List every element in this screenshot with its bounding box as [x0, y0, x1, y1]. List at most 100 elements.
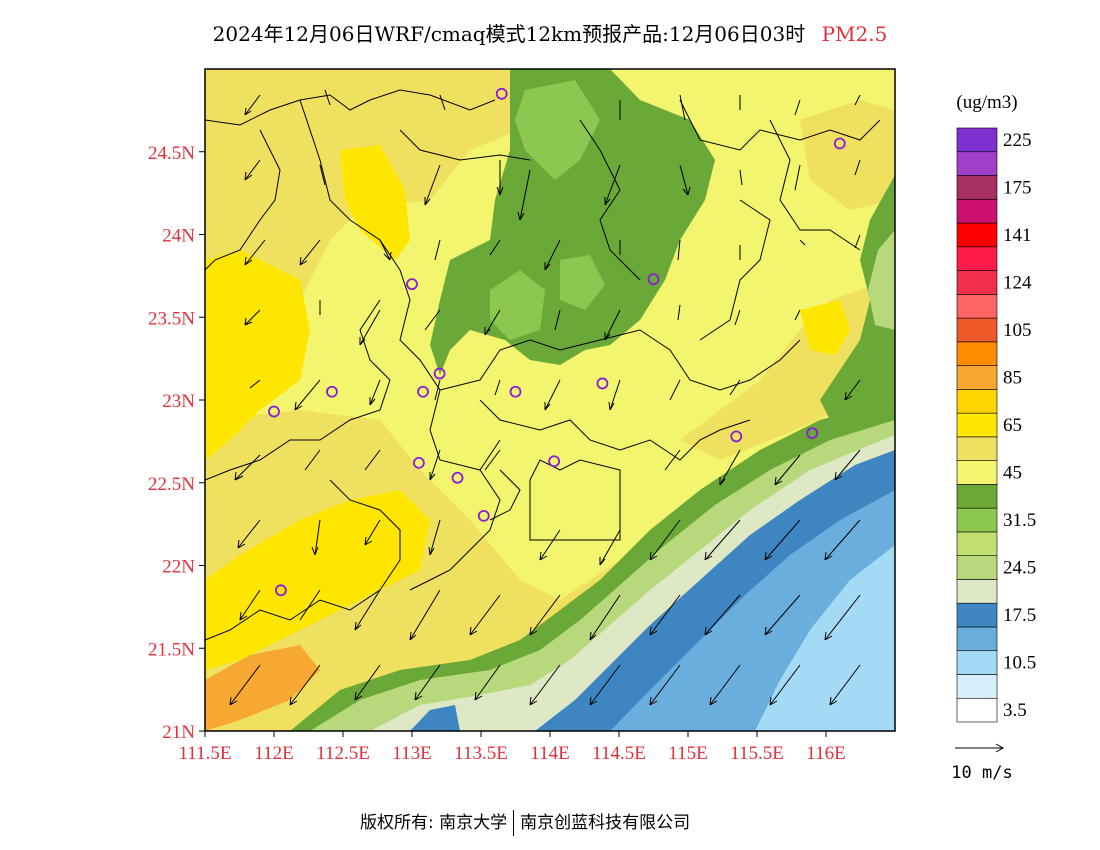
- colorbar-swatch: [956, 246, 998, 271]
- colorbar-swatch: [956, 317, 998, 343]
- station-marker: [274, 584, 287, 597]
- colorbar-label: 45: [1003, 463, 1022, 484]
- station-marker: [433, 367, 446, 380]
- x-tick-label: 116E: [806, 743, 845, 764]
- chart-title: 2024年12月06日WRF/cmaq模式12km预报产品:12月06日03时 …: [0, 18, 1100, 47]
- station-marker: [904, 304, 914, 314]
- station-marker: [730, 430, 743, 443]
- field-green-light-3: [560, 255, 605, 310]
- colorbar-swatch: [956, 484, 998, 509]
- band-blue-islet: [410, 705, 460, 731]
- colorbar-swatch: [956, 436, 998, 461]
- colorbar-swatch: [956, 674, 998, 699]
- x-tick-label: 112E: [254, 743, 293, 764]
- colorbar-swatch: [956, 151, 998, 176]
- station-marker: [647, 273, 660, 286]
- x-tick-label: 111.5E: [179, 743, 232, 764]
- station-marker: [806, 427, 819, 440]
- colorbar-swatch: [956, 602, 998, 628]
- colorbar-swatch: [956, 460, 998, 485]
- colorbar-swatch: [956, 175, 998, 200]
- copyright-line: 版权所有: 南京大学 南京创蓝科技有限公司: [360, 808, 690, 836]
- x-tick-label: 114E: [530, 743, 569, 764]
- colorbar-label: 17.5: [1003, 605, 1036, 626]
- station-marker: [326, 385, 338, 398]
- x-tick-label: 113.5E: [454, 743, 508, 764]
- colorbar-swatch: [956, 650, 998, 675]
- title-main: 2024年12月06日WRF/cmaq模式12km预报产品:12月06日03时: [212, 22, 806, 46]
- title-pollutant: PM2.5: [821, 22, 888, 46]
- y-tick-label: 21N: [162, 722, 195, 743]
- station-marker: [451, 471, 464, 484]
- monitoring-stations: [268, 87, 914, 597]
- colorbar-label: 65: [1003, 415, 1022, 436]
- station-marker: [548, 455, 561, 468]
- x-tick-label: 112.5E: [316, 743, 370, 764]
- colorbar-label: 24.5: [1003, 558, 1036, 579]
- y-tick-label: 22.5N: [148, 474, 195, 495]
- field-green-east-light: [868, 230, 895, 330]
- field-yellow-west: [205, 250, 310, 460]
- colorbar-swatch: [956, 365, 998, 390]
- colorbar-swatch: [956, 341, 998, 366]
- colorbar-swatch: [956, 507, 998, 533]
- wind-reference: 10 m/s: [951, 743, 1013, 783]
- wind-reference-label: 10 m/s: [951, 763, 1012, 783]
- colorbar-swatch: [956, 626, 998, 652]
- station-marker: [596, 377, 609, 390]
- station-marker: [509, 385, 522, 398]
- colorbar-label: 85: [1003, 367, 1022, 388]
- x-tick-label: 115E: [668, 743, 707, 764]
- station-marker: [417, 385, 429, 398]
- colorbar-swatch: [956, 127, 998, 153]
- colorbar-label: 105: [1003, 320, 1032, 341]
- colorbar-swatch: [956, 579, 998, 604]
- colorbar-label: 10.5: [1003, 653, 1036, 674]
- colorbar-label: 124: [1003, 272, 1032, 293]
- colorbar-swatch: [956, 270, 998, 295]
- y-tick-label: 24.5N: [148, 143, 195, 164]
- field-green-light-2: [490, 270, 545, 340]
- x-tick-labels: 111.5E 112E 112.5E 113E 113.5E 114E 114.5E 115E…: [179, 731, 846, 764]
- colorbar-label: 225: [1003, 130, 1032, 151]
- copyright-separator: [513, 810, 515, 836]
- colorbar-swatch: [956, 531, 998, 556]
- y-tick-labels: 21N 21.5N 22N 22.5N 23N 23.5N 24N 24.5N: [148, 143, 205, 743]
- colorbar-swatch: [956, 389, 998, 414]
- station-marker: [406, 278, 418, 291]
- concentration-field: [205, 69, 914, 731]
- field-tan-ne: [800, 100, 895, 210]
- station-marker: [833, 137, 846, 150]
- y-tick-label: 24N: [162, 226, 195, 247]
- y-tick-label: 23.5N: [148, 308, 195, 329]
- station-marker: [495, 87, 508, 100]
- y-tick-label: 23N: [162, 391, 195, 412]
- field-yellow-north: [340, 145, 410, 260]
- colorbar-swatch: [956, 294, 998, 319]
- x-tick-label: 114.5E: [592, 743, 646, 764]
- field-green-east: [820, 175, 895, 420]
- field-yellow-east: [800, 300, 850, 355]
- colorbar-swatch: [956, 198, 998, 224]
- colorbar-label: 31.5: [1003, 510, 1036, 531]
- colorbar-unit: (ug/m3): [956, 92, 1017, 113]
- colorbar-swatch: [956, 697, 998, 723]
- field-yellow-sw: [205, 490, 430, 670]
- y-tick-label: 22N: [162, 557, 195, 578]
- field-orange-sw: [205, 645, 320, 731]
- y-tick-label: 21.5N: [148, 639, 195, 660]
- colorbar-swatch: [956, 412, 998, 438]
- colorbar-swatch: [956, 555, 998, 580]
- field-green-light-1: [515, 80, 600, 180]
- x-tick-label: 115.5E: [730, 743, 784, 764]
- copyright-left: 版权所有: 南京大学: [360, 813, 508, 833]
- colorbar-label: 141: [1003, 225, 1032, 246]
- colorbar-swatch: [956, 222, 998, 248]
- station-marker: [412, 456, 425, 469]
- station-marker: [268, 405, 280, 418]
- station-marker: [477, 509, 490, 522]
- colorbar-label: 175: [1003, 177, 1032, 198]
- x-tick-label: 113E: [392, 743, 431, 764]
- copyright-right: 南京创蓝科技有限公司: [520, 813, 691, 833]
